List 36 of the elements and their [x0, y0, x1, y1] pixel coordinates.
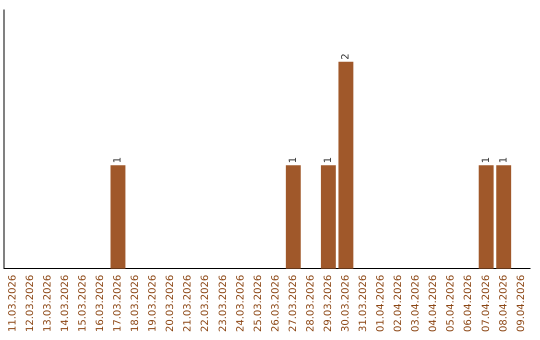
x-tick-label: 15.03.2026 [77, 274, 88, 332]
x-tick-label: 14.03.2026 [60, 274, 71, 332]
x-tick-label: 02.04.2026 [393, 274, 404, 332]
x-tick-label: 29.03.2026 [322, 274, 334, 332]
data-label: 1 [498, 156, 510, 164]
x-tick-label: 26.03.2026 [270, 274, 282, 332]
x-tick-label: 03.04.2026 [410, 274, 422, 332]
x-tick-label: 27.03.2026 [288, 274, 299, 332]
x-tick-label: 06.04.2026 [463, 274, 474, 332]
x-tick-label: 08.04.2026 [498, 274, 510, 332]
x-tick-label: 07.04.2026 [480, 274, 492, 332]
x-tick-label: 13.03.2026 [42, 274, 54, 332]
x-tick-label: 17.03.2026 [112, 274, 124, 332]
x-tick-label: 20.03.2026 [165, 274, 176, 332]
x-tick-label: 21.03.2026 [182, 274, 194, 332]
x-tick-label: 04.04.2026 [428, 274, 440, 332]
x-tick-label: 16.03.2026 [95, 274, 106, 332]
x-tick-label: 19.03.2026 [148, 274, 159, 332]
x-tick-label: 31.03.2026 [358, 274, 370, 332]
x-tick-label: 24.03.2026 [235, 274, 246, 332]
data-label: 2 [340, 53, 352, 60]
x-tick-label: 09.04.2026 [516, 274, 527, 332]
data-label: 1 [322, 156, 334, 164]
x-tick-label: 18.03.2026 [130, 274, 142, 332]
x-tick-label: 11.03.2026 [7, 274, 18, 332]
x-tick-label: 01.04.2026 [376, 274, 387, 332]
x-tick-label: 25.03.2026 [252, 274, 264, 332]
x-tick-label: 22.03.2026 [200, 274, 212, 332]
x-tick-label: 23.03.2026 [218, 274, 229, 332]
x-tick-label: 30.03.2026 [340, 274, 352, 332]
x-tick-label: 05.04.2026 [446, 274, 457, 332]
x-tick-label: 12.03.2026 [24, 274, 36, 332]
data-label: 1 [112, 156, 124, 164]
x-tick-label: 28.03.2026 [305, 274, 316, 332]
data-label: 1 [480, 156, 492, 164]
data-label: 1 [288, 156, 299, 164]
